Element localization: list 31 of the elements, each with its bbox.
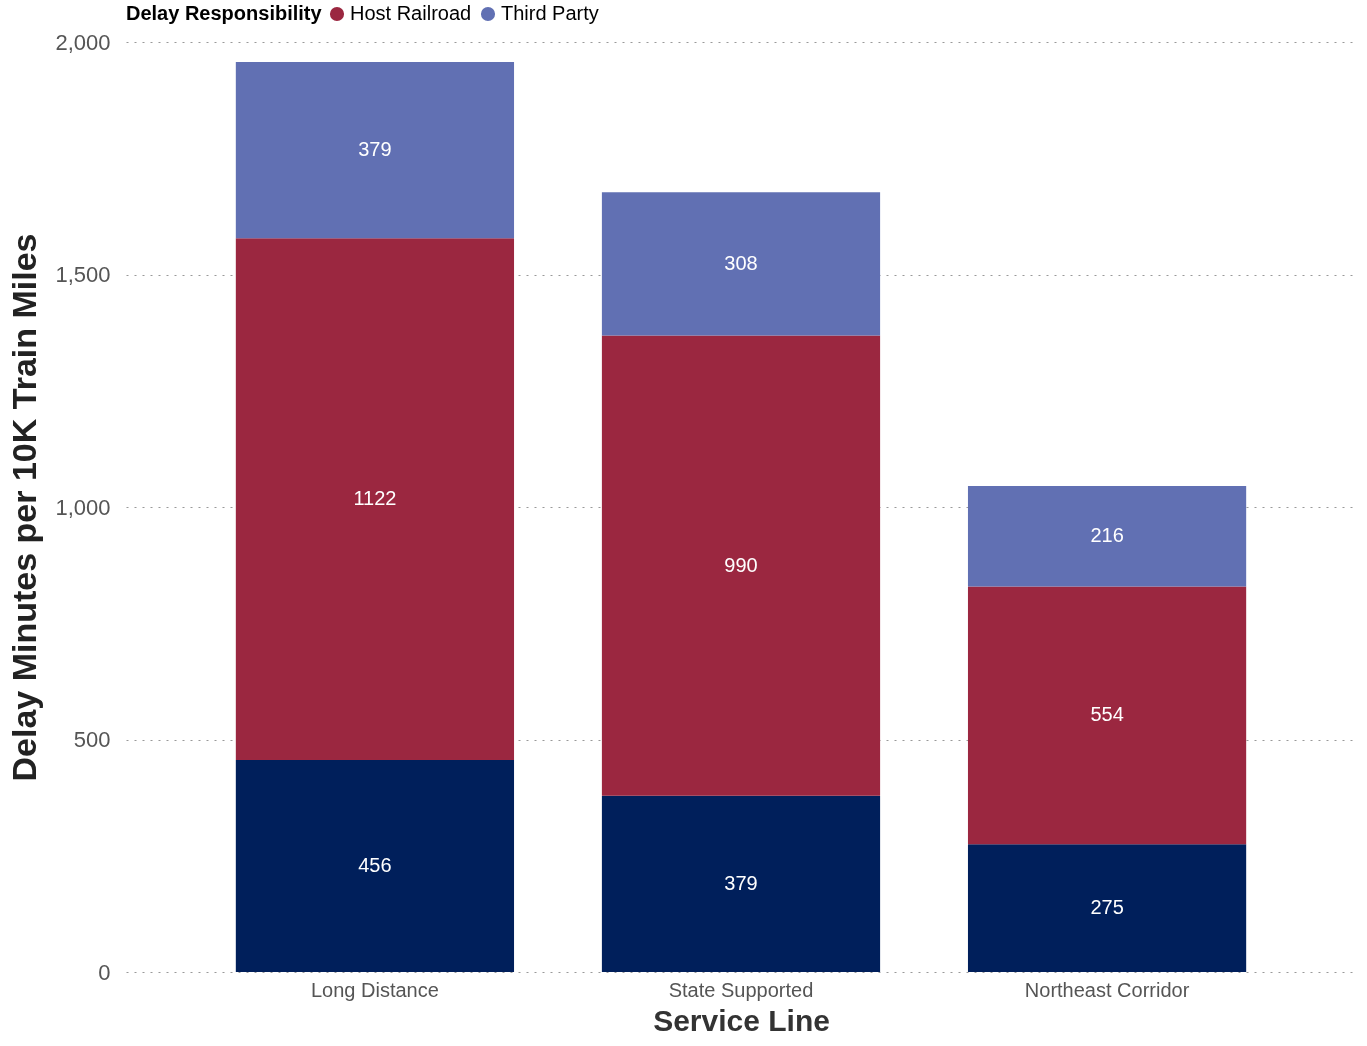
x-axis-title: Service Line [653,1003,830,1037]
bar [967,586,1247,845]
y-tick-label: 1,500 [55,262,111,287]
x-tick-label: State Supported [668,978,814,1001]
bar [601,192,881,336]
data-label: 1122 [353,487,397,510]
bar [967,844,1247,972]
y-tick-label: 500 [73,727,111,752]
data-label: 275 [1090,896,1124,919]
bar [235,238,515,760]
data-label: 308 [724,251,758,274]
y-axis-title: Delay Minutes per 10K Train Miles [5,233,44,782]
bar [601,335,881,796]
data-label: 990 [724,553,758,576]
y-tick-label: 1,000 [55,494,111,520]
bar [235,759,515,972]
legend-label: Third Party [501,2,599,24]
data-label: 554 [1090,703,1124,726]
bar [601,795,881,972]
data-label: 456 [358,853,392,876]
data-label: 379 [724,871,758,894]
y-tick-label: 0 [98,959,111,985]
data-label: 216 [1090,524,1124,547]
bar [235,61,515,239]
x-tick-label: Long Distance [310,978,439,1001]
data-label: 379 [358,138,392,161]
legend-label: Host Railroad [350,2,472,24]
x-tick-label: Northeast Corridor [1024,978,1190,1001]
y-tick-label: 2,000 [55,29,111,55]
bar [967,486,1247,587]
legend-title: Delay Responsibility [126,2,323,24]
